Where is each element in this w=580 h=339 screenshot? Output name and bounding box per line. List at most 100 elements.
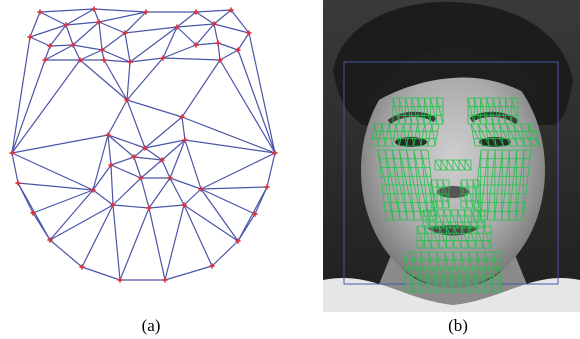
mesh-vertex [105,132,111,138]
mesh-vertex [181,202,187,208]
mesh-edge [39,8,95,13]
mesh-edge [176,23,215,28]
mesh-patch-nose-bridge [434,159,472,171]
mesh-edge [195,11,215,25]
mesh-vertex [264,184,270,190]
mesh-edge [103,59,128,101]
mesh-edge [17,182,94,191]
mesh-patch-right-forehead [467,97,519,125]
mesh-vertex [198,186,204,192]
mesh-patch-nose-left [430,179,450,209]
mesh-edge [29,24,67,38]
mesh-vertex [79,264,85,270]
mesh-vertex [272,150,278,156]
mesh-vertex [162,277,168,283]
mesh-edge [112,204,150,209]
mesh-edge [98,21,103,51]
mesh-edge [129,26,178,63]
mesh-vertex [211,21,217,27]
mesh-vertex [131,154,137,160]
mesh-patch-upper-lip [422,209,486,229]
mesh-edge [140,159,163,179]
mesh-edge [65,21,100,26]
mesh-vertex [252,211,258,217]
mesh-edge [211,240,239,267]
mesh-edge [162,26,178,59]
mesh-edge [119,207,150,281]
mesh-edge [11,134,109,154]
mesh-patch-mouth [416,225,492,249]
mesh-vertex [193,42,199,48]
mesh-edge [213,9,232,25]
mesh-edge [49,44,74,47]
mesh-edge [183,204,213,267]
mesh-vertex [246,30,252,36]
mesh-edge [195,42,219,46]
mesh-edge [200,188,256,215]
mesh-edge [164,265,213,281]
mesh-vertex [122,30,128,36]
mesh-edge [144,139,186,149]
mesh-edge [79,49,103,61]
mesh-vertex [117,277,123,283]
mesh-edge [184,139,276,154]
mesh-edge [79,59,128,101]
mesh-vertex [182,137,188,143]
mesh-edge [44,45,51,61]
mesh-vertex [124,97,130,103]
mesh-edge [101,32,126,51]
mesh-edge [32,189,94,214]
mesh-edge [237,32,250,51]
mesh-edge [169,139,186,179]
mesh-edge [161,139,186,161]
mesh-edge [65,24,74,46]
mesh-edge [92,164,112,191]
mesh-edge [124,26,178,34]
mesh-edge [126,99,146,149]
mesh-edge [169,177,185,206]
mesh-edge [11,152,94,191]
mesh-edge [65,8,95,26]
mesh-edge [169,177,202,190]
mesh-edges [11,8,276,281]
mesh-edge [213,23,219,44]
mesh-edge [126,99,183,118]
mesh-vertex [15,180,21,186]
mesh-edge [162,57,221,61]
mesh-edge [133,156,163,161]
mesh-edge [248,32,276,154]
mesh-edge [49,24,67,47]
mesh-edge [162,44,197,59]
mesh-edge [144,116,183,149]
mesh-edge [148,177,171,209]
mesh-edge [29,11,41,38]
mesh-patch-right-brow [470,123,540,147]
mesh-edge [107,99,128,136]
mesh-vertex [235,238,241,244]
mesh-vertex [209,263,215,269]
mesh-edge [11,59,81,154]
mesh-vertex [159,157,165,163]
caption-a: (a) [141,316,161,335]
mesh-vertex [37,9,43,15]
mesh-vertex [47,237,53,243]
caption-b: (b) [448,316,468,335]
mesh-vertex [110,202,116,208]
mesh-vertex [42,57,48,63]
fitted-face-mesh [370,97,540,293]
mesh-edge [195,9,232,13]
mesh-edge [112,204,121,281]
face-mesh-triangulation [9,6,278,283]
collar [323,277,580,312]
mesh-edge [81,266,121,281]
mesh-vertex [215,40,221,46]
mesh-edge [103,59,131,63]
mesh-edge [144,147,163,161]
mesh-patch-chin [404,251,502,293]
mesh-patch-left-cheek [377,149,437,221]
mesh-edge [217,42,239,51]
mesh-edge [219,59,276,154]
mesh-edge [124,11,147,34]
mesh-edge [107,134,146,149]
mesh-vertex [77,57,83,63]
